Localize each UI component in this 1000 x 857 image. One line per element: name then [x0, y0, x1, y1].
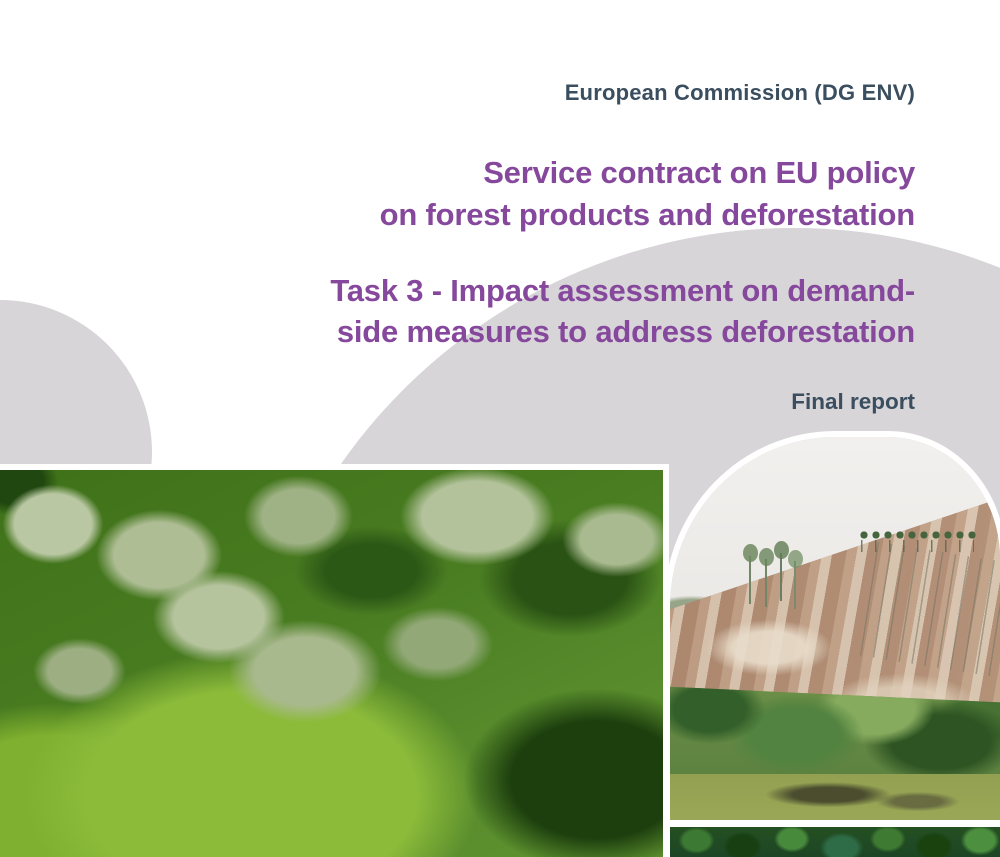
page-title-line1: Service contract on EU policy — [483, 155, 915, 190]
page-subtitle-line1: Task 3 - Impact assessment on demand- — [330, 273, 915, 308]
organization-label: European Commission (DG ENV) — [564, 80, 915, 105]
page-title-line2: on forest products and deforestation — [379, 197, 916, 232]
page-subtitle-line2: side measures to address deforestation — [336, 314, 915, 349]
forest-canopy-strip-photo — [670, 827, 1000, 857]
report-type-label: Final report — [791, 389, 915, 414]
ridge-pine-canopies — [858, 528, 977, 541]
deforestation-hillside-photo — [670, 437, 1000, 820]
aerial-forest-photo — [0, 470, 663, 857]
standing-tree-crowns — [742, 544, 758, 563]
grass-foreground — [670, 774, 1000, 820]
plantation-tree-poles — [859, 541, 1000, 677]
standing-tree-trunks — [749, 555, 752, 604]
ridge-pine-trunks — [861, 540, 974, 553]
page-subtitle: Task 3 - Impact assessment on demand-sid… — [330, 270, 915, 352]
page-title: Service contract on EU policy on forest p… — [379, 152, 916, 236]
